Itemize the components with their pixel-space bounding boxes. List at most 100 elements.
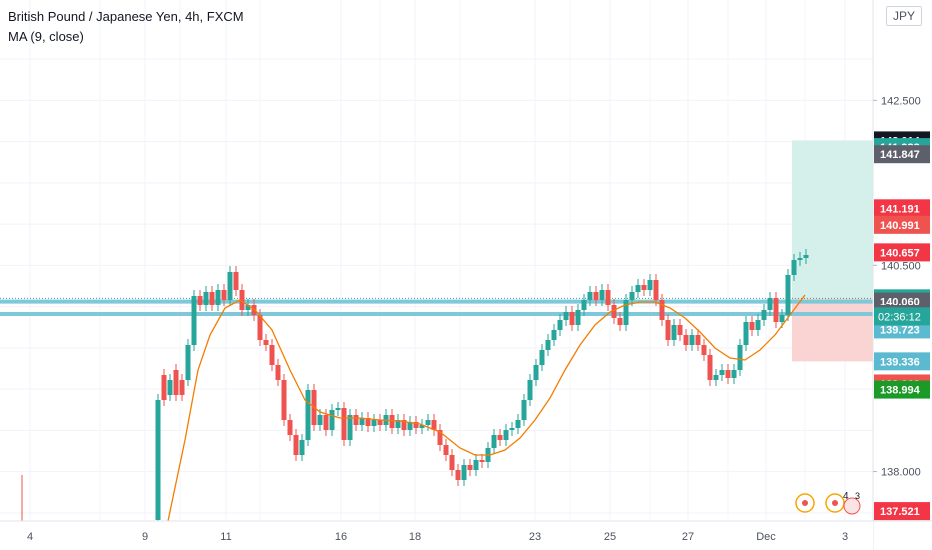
price-axis[interactable]: 142.500140.500138.000137.000142.014141.9… — [872, 0, 932, 550]
event-badge-count: 4 — [843, 491, 849, 502]
candle-body — [341, 408, 347, 440]
candle-body — [323, 415, 329, 430]
candle-body — [581, 300, 587, 310]
price-label-tag[interactable] — [874, 199, 930, 218]
indicator-label[interactable]: MA (9, close) — [8, 29, 84, 44]
time-tick-label: Dec — [756, 531, 776, 543]
candle-body — [155, 400, 161, 520]
candle-body — [629, 292, 635, 300]
price-label-tag[interactable] — [874, 215, 930, 234]
candle-body — [659, 300, 665, 320]
candle-body — [803, 255, 809, 258]
candle-body — [617, 318, 623, 325]
candle-body — [689, 335, 695, 345]
candle-body — [449, 455, 455, 470]
candle-body — [461, 465, 467, 480]
candle-body — [515, 420, 521, 428]
candle-body — [683, 335, 689, 345]
price-label-tag[interactable] — [874, 502, 930, 521]
candle-body — [503, 430, 509, 440]
price-label-tag[interactable] — [874, 145, 930, 164]
candle-body — [179, 380, 185, 395]
chart-grid — [0, 0, 873, 521]
event-dot — [802, 500, 808, 506]
candle-body — [773, 298, 779, 322]
price-tick-label: 140.500 — [881, 260, 921, 272]
price-label-text: 139.723 — [880, 324, 920, 336]
candle-body — [347, 415, 353, 440]
candle-body — [173, 370, 179, 395]
candle-body — [317, 415, 323, 425]
candle-body — [653, 280, 659, 300]
candle-body — [299, 440, 305, 455]
candle-body — [239, 290, 245, 310]
price-label-text: 141.191 — [880, 203, 920, 215]
time-tick-label: 27 — [682, 531, 694, 543]
candle-body — [191, 296, 197, 345]
event-badge-sup: 3 — [855, 491, 860, 501]
target-zone[interactable] — [792, 140, 873, 299]
price-label-text: 141.847 — [880, 149, 920, 161]
candle-body — [743, 322, 749, 345]
candle-body — [455, 470, 461, 480]
time-axis[interactable]: 4 9 11 16 18 23 25 27 Dec 3 — [0, 520, 932, 550]
time-tick-label: 3 — [842, 531, 848, 543]
price-tick-label: 142.500 — [881, 95, 921, 107]
candle-body — [335, 408, 341, 410]
candle-body — [377, 420, 383, 425]
candle-body — [599, 290, 605, 300]
candle-body — [635, 285, 641, 292]
candle-body — [695, 335, 701, 345]
currency-selector[interactable]: JPY — [886, 6, 922, 26]
candle-body — [365, 418, 371, 426]
candle-body — [437, 430, 443, 445]
event-badge[interactable] — [843, 497, 861, 515]
price-label-text: 140.657 — [880, 247, 920, 259]
price-label-text: 138.994 — [880, 385, 921, 397]
candle-body — [569, 312, 575, 325]
price-label-tag[interactable] — [874, 243, 930, 262]
candle-body — [479, 460, 485, 462]
time-axis-bg[interactable] — [0, 521, 873, 550]
candle-body — [713, 375, 719, 380]
candle-body — [539, 350, 545, 365]
candle-body — [407, 422, 413, 430]
candle-body — [719, 370, 725, 375]
candle-body — [167, 380, 173, 395]
price-tick-label: 138.000 — [881, 467, 921, 479]
time-tick-label: 23 — [529, 531, 541, 543]
price-axis-bg[interactable] — [873, 0, 932, 550]
stop-zone[interactable] — [792, 298, 873, 362]
candle-body — [761, 310, 767, 320]
candle-body — [533, 365, 539, 380]
candle-body — [521, 400, 527, 420]
candle-body — [641, 285, 647, 290]
candle-body — [413, 422, 419, 428]
candle-body — [593, 292, 599, 300]
candle-body — [725, 370, 731, 378]
candle-body — [401, 420, 407, 430]
candle-body — [305, 390, 311, 440]
candle-body — [269, 345, 275, 365]
candle-body — [611, 305, 617, 318]
time-tick-label: 16 — [335, 531, 347, 543]
candle-body — [425, 420, 431, 425]
candle-body — [671, 325, 677, 340]
candle-body — [395, 420, 401, 428]
candle-body — [233, 272, 239, 290]
price-label-tag[interactable] — [874, 380, 930, 399]
candle-body — [767, 298, 773, 310]
candle-body — [605, 290, 611, 305]
price-label-tag[interactable] — [874, 352, 930, 371]
horizontal-levels[interactable] — [0, 297, 873, 316]
candle-body — [551, 330, 557, 340]
candle-body — [359, 418, 365, 425]
price-label-text: 137.521 — [880, 506, 920, 518]
candle-body — [749, 322, 755, 330]
candle-body — [245, 305, 251, 310]
event-dot — [832, 500, 838, 506]
candle-body — [467, 465, 473, 470]
candle-body — [575, 310, 581, 325]
